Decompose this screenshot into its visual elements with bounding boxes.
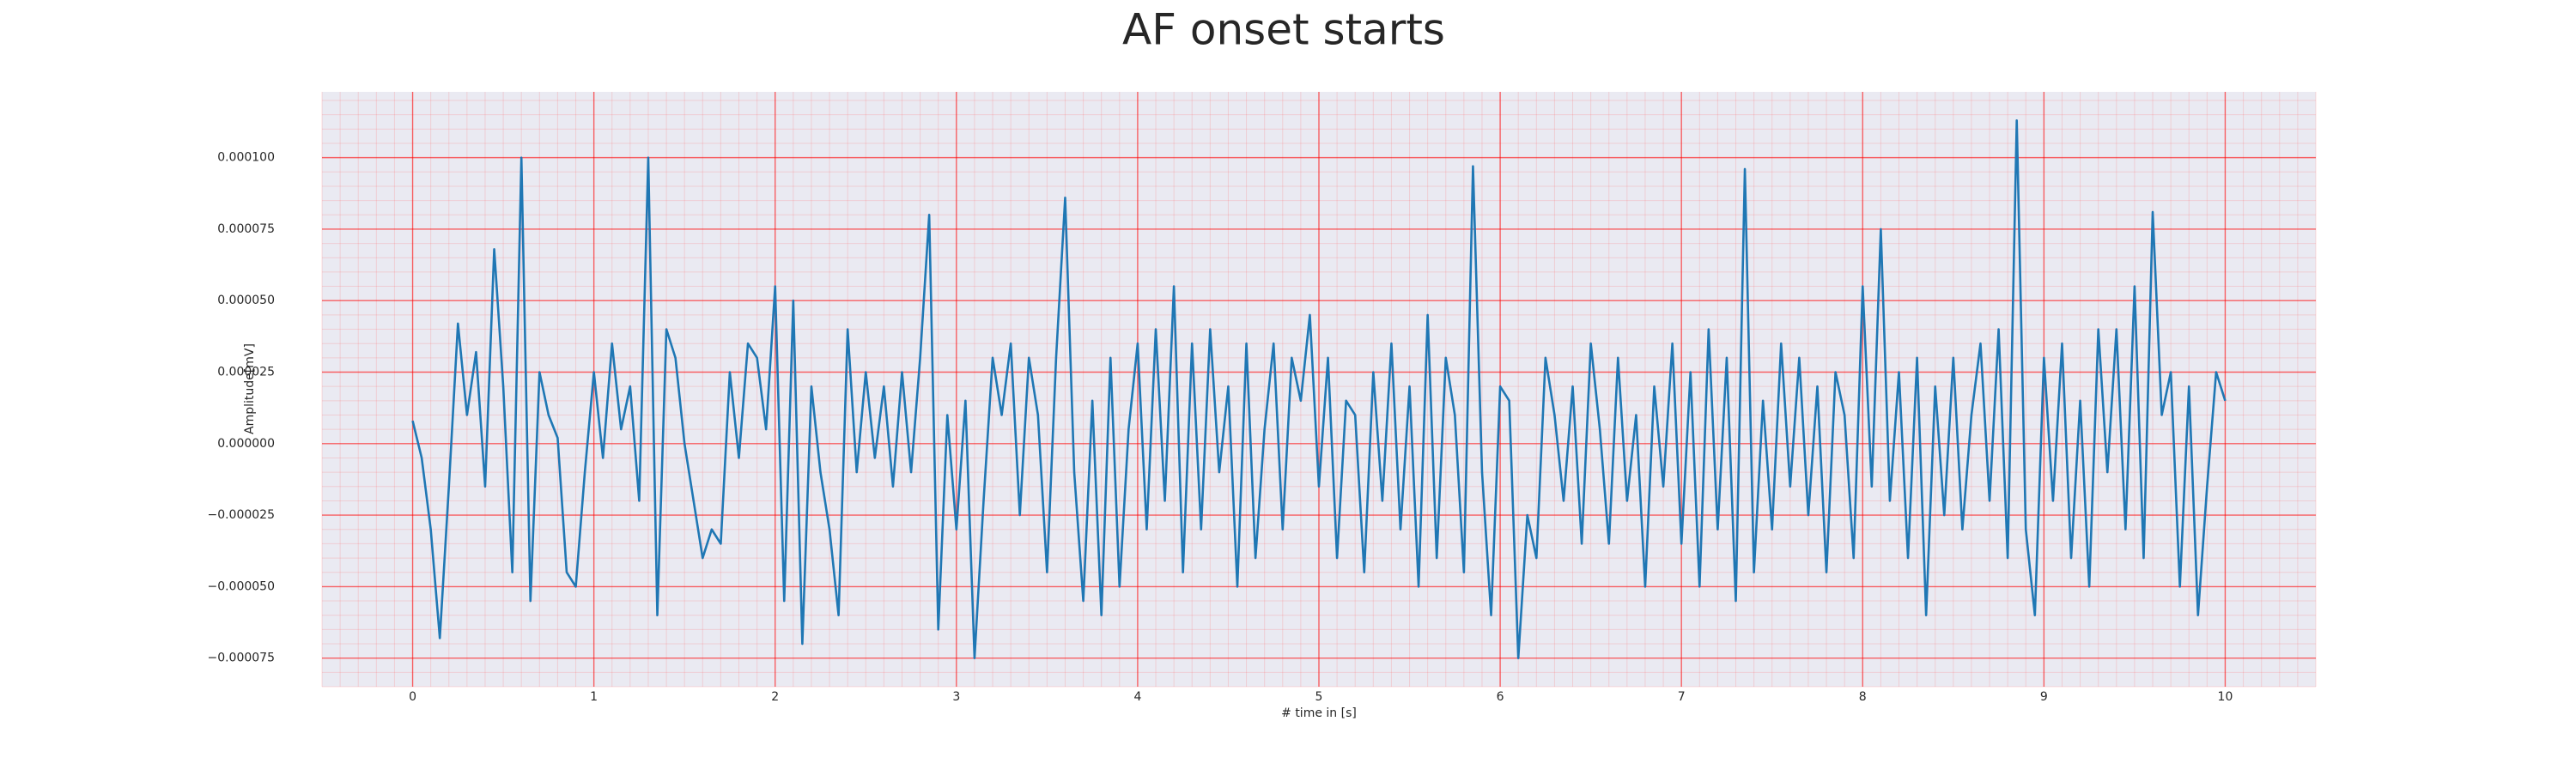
chart-title: AF onset starts xyxy=(1122,5,1445,55)
x-tick-label: 0 xyxy=(409,690,416,704)
y-tick-label: 0.000025 xyxy=(217,366,275,379)
x-tick-label: 3 xyxy=(952,690,960,704)
y-tick-label: −0.000050 xyxy=(207,579,275,593)
y-tick-label: 0.000000 xyxy=(217,437,275,451)
x-tick-label: 5 xyxy=(1315,690,1323,704)
x-tick-label: 4 xyxy=(1133,690,1141,704)
x-tick-label: 8 xyxy=(1859,690,1867,704)
y-tick-label: 0.000075 xyxy=(217,222,275,236)
x-tick-label: 2 xyxy=(771,690,779,704)
y-tick-label: −0.000075 xyxy=(207,652,275,665)
x-axis-label: # time in [s] xyxy=(1281,706,1357,720)
data xyxy=(411,119,2227,659)
x-tick-label: 6 xyxy=(1497,690,1504,704)
y-tick-label: 0.000100 xyxy=(217,151,275,165)
grid xyxy=(321,92,2317,688)
x-tick-label: 9 xyxy=(2040,690,2048,704)
labels: 0 1 2 3 4 5 6 7 8 9 10 −0.000075 −0.000050 −0.000025 0… xyxy=(207,151,2233,704)
y-tick-label: −0.000025 xyxy=(207,508,275,522)
signal-line xyxy=(411,119,2227,659)
y-axis-label: Amplitude[mV] xyxy=(243,343,257,434)
x-tick-label: 1 xyxy=(590,690,598,704)
x-tick-label: 10 xyxy=(2218,690,2233,704)
x-tick-label: 7 xyxy=(1678,690,1686,704)
y-tick-label: 0.000050 xyxy=(217,294,275,307)
